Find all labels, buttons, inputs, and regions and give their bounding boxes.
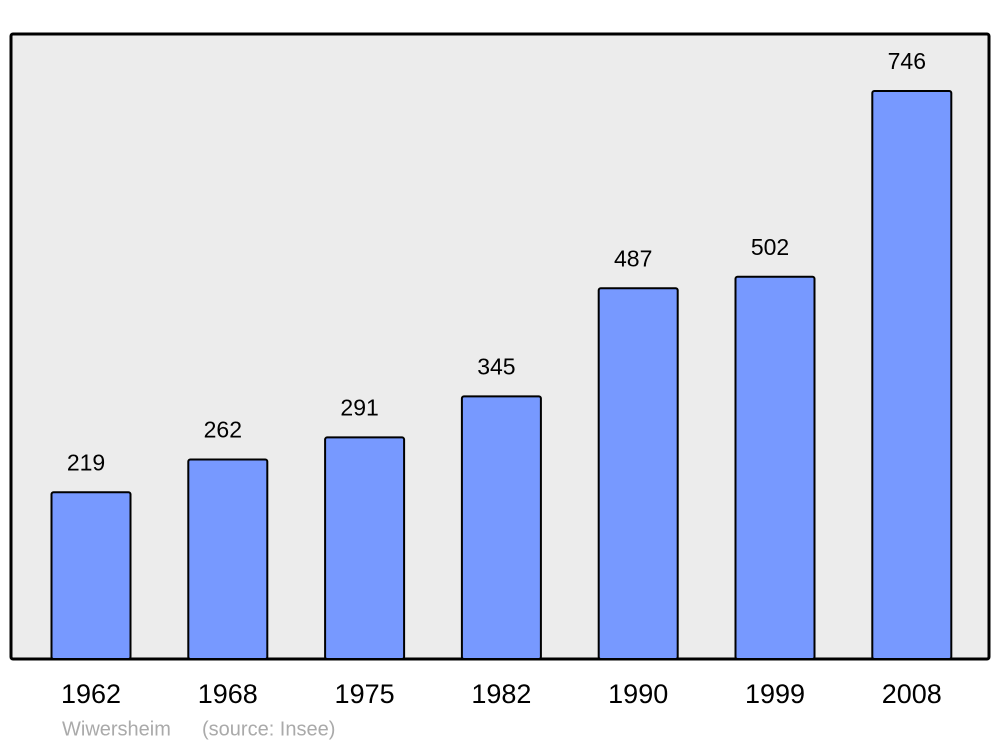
value-label: 746 — [888, 48, 926, 74]
value-label: 502 — [751, 234, 789, 260]
x-tick-label: 1982 — [471, 679, 531, 709]
x-tick-label: 2008 — [882, 679, 942, 709]
x-tick-label: 1968 — [198, 679, 258, 709]
bar — [871, 90, 953, 660]
x-tick-label: 1962 — [61, 679, 121, 709]
bar — [734, 275, 816, 660]
value-label: 345 — [477, 353, 515, 379]
bar — [50, 491, 132, 661]
caption: Wiwersheim — [62, 718, 171, 740]
bar — [460, 395, 542, 660]
bar — [597, 287, 679, 660]
source: (source: Insee) — [202, 718, 335, 740]
value-label: 487 — [614, 245, 652, 271]
x-tick-label: 1999 — [745, 679, 805, 709]
value-label: 291 — [340, 395, 378, 421]
value-label: 262 — [204, 417, 242, 443]
x-tick-label: 1990 — [608, 679, 668, 709]
value-label: 219 — [67, 449, 105, 475]
bar — [324, 436, 406, 661]
x-tick-label: 1975 — [335, 679, 395, 709]
bar — [187, 458, 269, 660]
